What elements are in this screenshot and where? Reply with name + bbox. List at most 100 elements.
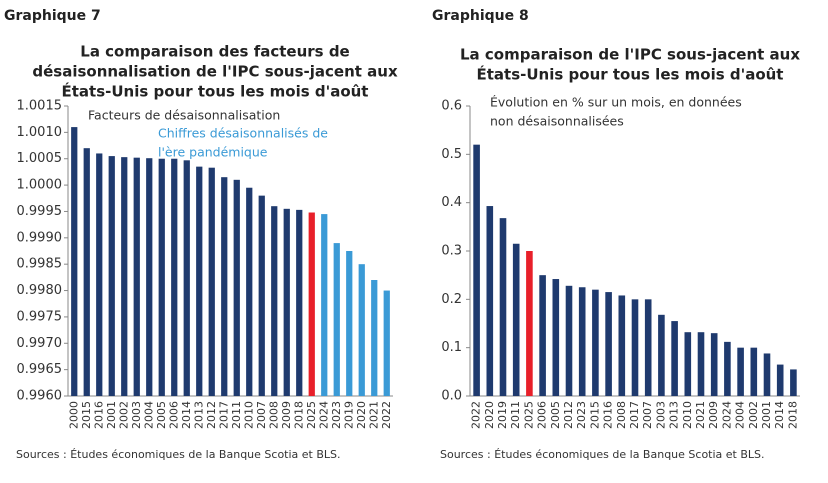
bar bbox=[71, 127, 78, 396]
bar bbox=[83, 148, 90, 396]
x-tick-label: 2023 bbox=[330, 401, 343, 429]
y-tick-label: 0.9985 bbox=[17, 257, 63, 272]
bar bbox=[592, 289, 599, 396]
chart-title: désaisonnalisation de l'IPC sous-jacent … bbox=[32, 63, 398, 81]
x-tick-label: 2024 bbox=[317, 401, 330, 429]
y-tick-label: 1.0010 bbox=[17, 125, 63, 140]
bar bbox=[271, 206, 278, 396]
y-tick-label: 0.6 bbox=[441, 99, 462, 114]
x-tick-label: 2012 bbox=[205, 401, 218, 429]
legend-text: non désaisonnalisées bbox=[490, 114, 624, 129]
x-tick-label: 2008 bbox=[267, 401, 280, 429]
bar bbox=[221, 177, 228, 396]
bar bbox=[133, 157, 140, 396]
bar bbox=[308, 212, 315, 396]
bar bbox=[605, 292, 612, 396]
bar bbox=[724, 341, 731, 396]
bar bbox=[684, 332, 692, 396]
x-tick-label: 2019 bbox=[496, 401, 509, 429]
x-tick-label: 2018 bbox=[786, 401, 799, 429]
bar bbox=[710, 333, 718, 396]
y-tick-label: 0.9990 bbox=[17, 230, 63, 245]
chart-title: États-Unis pour tous les mois d'août bbox=[62, 82, 369, 101]
bar bbox=[108, 156, 115, 396]
y-tick-label: 0.1 bbox=[441, 340, 462, 355]
x-tick-label: 2022 bbox=[470, 401, 483, 429]
legend-text: l'ère pandémique bbox=[158, 145, 268, 160]
bar bbox=[283, 208, 290, 396]
x-tick-label: 2014 bbox=[773, 401, 786, 429]
x-tick-label: 2025 bbox=[522, 401, 535, 429]
bar bbox=[737, 347, 744, 396]
x-tick-label: 2017 bbox=[628, 401, 641, 429]
bar bbox=[578, 287, 586, 396]
bar bbox=[565, 285, 573, 396]
y-tick-label: 1.0000 bbox=[17, 178, 63, 193]
x-tick-label: 2017 bbox=[217, 401, 230, 429]
x-tick-label: 2003 bbox=[130, 401, 143, 429]
chart-title: États-Unis pour tous les mois d'août bbox=[477, 65, 784, 84]
bar bbox=[383, 290, 390, 396]
x-tick-label: 2010 bbox=[242, 401, 255, 429]
x-tick-label: 2020 bbox=[355, 401, 368, 429]
x-tick-label: 2004 bbox=[734, 401, 747, 429]
x-tick-label: 2005 bbox=[155, 401, 168, 429]
bar bbox=[512, 243, 520, 396]
bar bbox=[631, 299, 639, 396]
x-tick-label: 2018 bbox=[292, 401, 305, 429]
bar bbox=[750, 347, 758, 396]
x-tick-label: 2005 bbox=[549, 401, 562, 429]
x-tick-label: 2009 bbox=[280, 401, 293, 429]
bar bbox=[790, 369, 797, 396]
x-tick-label: 2022 bbox=[380, 401, 393, 429]
bar bbox=[146, 158, 153, 396]
y-tick-label: 0.9960 bbox=[17, 389, 63, 404]
y-tick-label: 0.4 bbox=[441, 195, 462, 210]
bar bbox=[208, 167, 215, 396]
y-tick-label: 0.3 bbox=[441, 244, 462, 259]
bar bbox=[526, 251, 533, 396]
x-tick-label: 2025 bbox=[305, 401, 318, 429]
x-tick-label: 2014 bbox=[180, 401, 193, 429]
bar bbox=[96, 153, 103, 396]
legend-text: Évolution en % sur un mois, en données bbox=[490, 95, 742, 110]
bar bbox=[486, 206, 494, 396]
x-tick-label: 2019 bbox=[342, 401, 355, 429]
bar bbox=[644, 299, 652, 396]
bar bbox=[333, 243, 340, 396]
x-tick-label: 2001 bbox=[105, 401, 118, 429]
x-tick-label: 2020 bbox=[483, 401, 496, 429]
x-tick-label: 2003 bbox=[654, 401, 667, 429]
x-tick-label: 2015 bbox=[588, 401, 601, 429]
x-tick-label: 2013 bbox=[668, 401, 681, 429]
x-tick-label: 2023 bbox=[575, 401, 588, 429]
x-tick-label: 2000 bbox=[67, 401, 80, 429]
bar bbox=[371, 280, 378, 396]
x-tick-label: 2011 bbox=[230, 401, 243, 429]
x-tick-label: 2001 bbox=[760, 401, 773, 429]
x-tick-label: 2006 bbox=[167, 401, 180, 429]
x-tick-label: 2009 bbox=[707, 401, 720, 429]
x-tick-label: 2021 bbox=[367, 401, 380, 429]
bar bbox=[671, 321, 678, 396]
y-tick-label: 0.0 bbox=[441, 389, 462, 404]
bar bbox=[499, 218, 507, 396]
bar bbox=[246, 187, 253, 396]
bar bbox=[233, 179, 240, 396]
chart-title: La comparaison des facteurs de bbox=[80, 43, 349, 61]
x-tick-label: 2006 bbox=[536, 401, 549, 429]
x-tick-label: 2004 bbox=[142, 401, 155, 429]
bar bbox=[358, 264, 365, 396]
x-tick-label: 2002 bbox=[117, 401, 130, 429]
x-tick-label: 2016 bbox=[602, 401, 615, 429]
x-tick-label: 2010 bbox=[681, 401, 694, 429]
x-tick-label: 2008 bbox=[615, 401, 628, 429]
x-tick-label: 2007 bbox=[255, 401, 268, 429]
bar bbox=[697, 332, 705, 396]
bar bbox=[158, 158, 165, 396]
bar bbox=[539, 275, 546, 396]
bar bbox=[346, 251, 353, 396]
y-tick-label: 1.0005 bbox=[17, 151, 63, 166]
x-tick-label: 2021 bbox=[694, 401, 707, 429]
